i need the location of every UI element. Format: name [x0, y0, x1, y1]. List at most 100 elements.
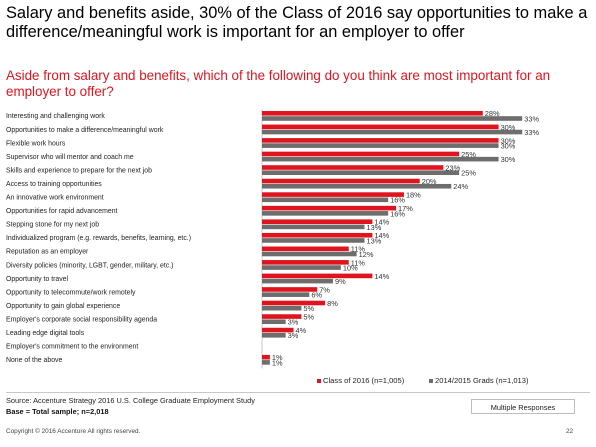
value-label-class-2016: 8% [327, 299, 338, 308]
bar-grads-2014-2015 [262, 278, 333, 284]
bar-class-2016 [262, 327, 294, 333]
bar-class-2016 [262, 260, 349, 265]
category-label: Access to training opportunities [6, 181, 102, 188]
value-label-class-2016: 11% [351, 258, 366, 267]
value-label-grads-2014-2015: 33% [524, 128, 539, 137]
category-labels: Interesting and challenging work Opportun… [6, 113, 191, 364]
bar-class-2016 [262, 111, 483, 116]
bar-class-2016 [262, 232, 373, 238]
value-label-grads-2014-2015: 10% [343, 263, 358, 272]
bar-class-2016 [262, 273, 373, 279]
category-label: Individualized program (e.g. rewards, be… [6, 235, 191, 242]
category-label: Opportunity to gain global experience [6, 303, 120, 310]
category-label: Employer's corporate social responsibili… [6, 316, 157, 323]
value-label-class-2016: 14% [374, 231, 389, 240]
category-label: Stepping stone for my next job [6, 222, 99, 229]
legend-swatch-class-2016 [317, 379, 321, 383]
value-label-grads-2014-2015: 30% [501, 142, 516, 151]
value-label-class-2016: 5% [303, 312, 314, 321]
category-label: Skills and experience to prepare for the… [6, 167, 152, 174]
bars [262, 111, 523, 365]
category-label: Employer's commitment to the environment [6, 344, 138, 351]
value-label-grads-2014-2015: 13% [367, 236, 382, 245]
bar-grads-2014-2015 [262, 143, 499, 148]
value-label-class-2016: 4% [296, 326, 307, 335]
value-label-grads-2014-2015: 3% [288, 331, 299, 340]
category-label: Diversity policies (minority, LGBT, gend… [6, 262, 173, 269]
bar-chart: Interesting and challenging work Opportun… [6, 109, 539, 385]
legend: Class of 2016 (n=1,005) 2014/2015 Grads … [317, 376, 529, 385]
multiple-responses-badge: Multiple Responses [471, 399, 575, 414]
value-label-grads-2014-2015: 16% [390, 209, 405, 218]
bar-grads-2014-2015 [262, 170, 460, 175]
bar-grads-2014-2015 [262, 319, 286, 325]
base-note: Base = Total sample; n=2,018 [6, 407, 109, 416]
bar-grads-2014-2015 [262, 156, 499, 162]
bar-grads-2014-2015 [262, 211, 389, 216]
bar-class-2016 [262, 219, 373, 224]
bar-grads-2014-2015 [262, 183, 452, 189]
value-label-grads-2014-2015: 3% [288, 318, 299, 327]
value-label-class-2016: 20% [422, 177, 437, 186]
value-label-grads-2014-2015: 1% [272, 358, 283, 367]
category-label: Leading edge digital tools [6, 330, 85, 337]
footer-divider [6, 392, 590, 393]
bar-grads-2014-2015 [262, 238, 365, 243]
bar-grads-2014-2015 [262, 360, 270, 365]
value-label-class-2016: 11% [351, 245, 366, 254]
category-label: Opportunities for rapid advancement [6, 208, 118, 215]
bar-grads-2014-2015 [262, 224, 365, 230]
bar-class-2016 [262, 151, 460, 157]
source-note: Source: Accenture Strategy 2016 U.S. Col… [6, 396, 255, 405]
bar-class-2016 [262, 287, 318, 292]
legend-swatch-grads-2014-2015 [429, 379, 433, 383]
value-label-class-2016: 14% [374, 272, 389, 281]
bar-grads-2014-2015 [262, 251, 357, 257]
value-label-class-2016: 18% [406, 191, 421, 200]
value-label-class-2016: 30% [501, 123, 516, 132]
value-label-grads-2014-2015: 16% [390, 196, 405, 205]
value-label-class-2016: 1% [272, 353, 283, 362]
value-label-grads-2014-2015: 9% [335, 277, 346, 286]
value-label-class-2016: 14% [374, 218, 389, 227]
value-label-grads-2014-2015: 13% [367, 223, 382, 232]
bar-grads-2014-2015 [262, 197, 389, 203]
value-label-grads-2014-2015: 24% [453, 182, 468, 191]
value-label-grads-2014-2015: 30% [501, 155, 516, 164]
bar-grads-2014-2015 [262, 305, 302, 311]
bar-class-2016 [262, 354, 270, 360]
category-label: Supervisor who will mentor and coach me [6, 154, 134, 161]
category-label: An innovative work environment [6, 195, 104, 202]
bar-class-2016 [262, 178, 420, 184]
bar-class-2016 [262, 192, 404, 197]
bar-class-2016 [262, 246, 349, 252]
value-label-class-2016: 30% [501, 136, 516, 145]
value-label-grads-2014-2015: 12% [359, 250, 374, 259]
bar-grads-2014-2015 [262, 292, 310, 297]
value-label-class-2016: 7% [319, 285, 330, 294]
bar-class-2016 [262, 165, 444, 170]
value-label-class-2016: 23% [445, 163, 460, 172]
bar-class-2016 [262, 314, 302, 319]
bar-class-2016 [262, 300, 326, 306]
category-label: Interesting and challenging work [6, 113, 105, 120]
survey-question: Aside from salary and benefits, which of… [6, 68, 551, 99]
category-label: Opportunities to make a difference/meani… [6, 127, 164, 134]
bar-class-2016 [262, 138, 499, 143]
bar-grads-2014-2015 [262, 333, 286, 338]
page-number: 22 [566, 428, 574, 435]
value-label-class-2016: 28% [485, 109, 500, 118]
value-label-class-2016: 17% [398, 204, 413, 213]
legend-label-class-2016: Class of 2016 (n=1,005) [323, 376, 405, 385]
copyright: Copyright © 2016 Accenture All rights re… [6, 428, 141, 435]
bar-class-2016 [262, 124, 499, 130]
category-label: None of the above [6, 357, 62, 364]
category-label: Opportunity to telecommute/work remotely [6, 289, 136, 296]
bar-class-2016 [262, 205, 397, 211]
legend-label-grads-2014-2015: 2014/2015 Grads (n=1,013) [435, 376, 529, 385]
category-label: Opportunity to travel [6, 276, 69, 283]
value-label-grads-2014-2015: 6% [311, 291, 322, 300]
value-label-grads-2014-2015: 5% [303, 304, 314, 313]
value-label-grads-2014-2015: 25% [461, 169, 476, 178]
headline: Salary and benefits aside, 30% of the Cl… [6, 4, 588, 41]
